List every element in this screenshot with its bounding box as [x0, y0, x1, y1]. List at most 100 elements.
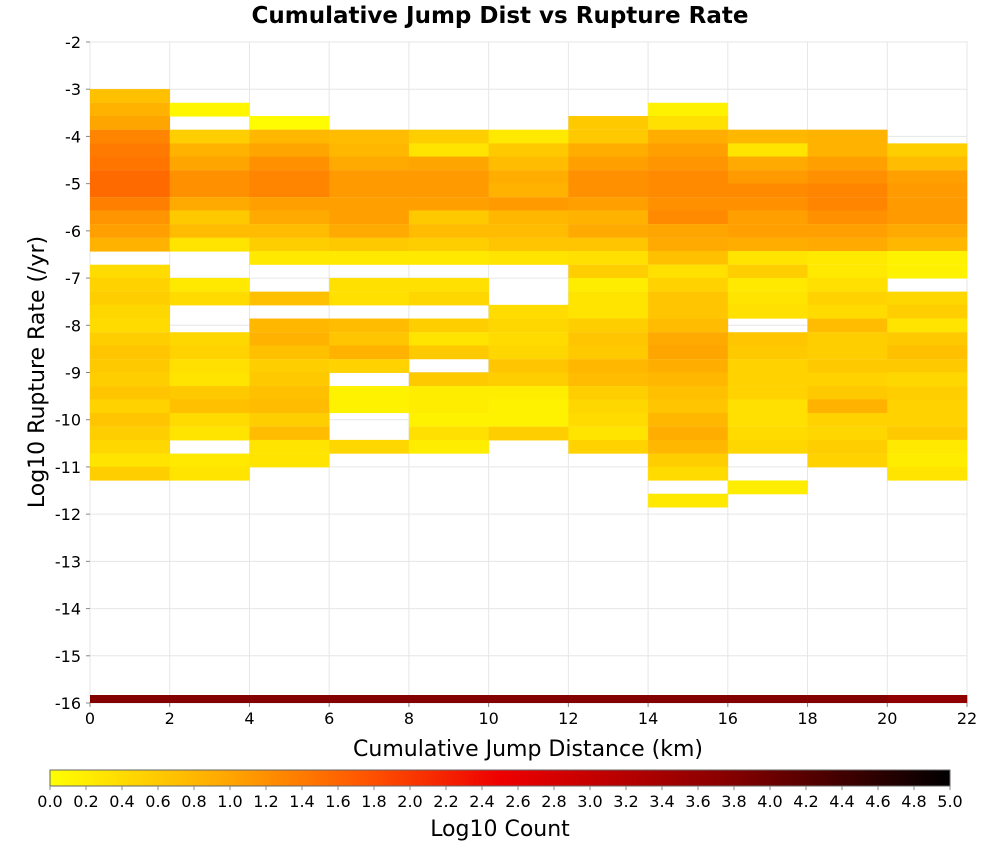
- heatmap-cell: [648, 210, 729, 225]
- heatmap-cell: [488, 237, 569, 252]
- heatmap-cell: [408, 224, 489, 238]
- heatmap-cell: [887, 359, 968, 373]
- heatmap-cell: [568, 210, 649, 225]
- heatmap-cell: [249, 332, 330, 347]
- heatmap-cell: [727, 143, 808, 158]
- heatmap-cell: [408, 372, 489, 387]
- heatmap-cell: [807, 170, 888, 185]
- heatmap-cell: [648, 170, 729, 185]
- heatmap-cell: [488, 412, 569, 427]
- colorbar-tick-label: 5.0: [937, 792, 962, 811]
- heatmap-cell: [568, 439, 649, 454]
- heatmap-cell: [887, 224, 968, 238]
- heatmap-cell: [90, 183, 171, 198]
- heatmap-cell: [727, 277, 808, 292]
- x-tick-label: 22: [957, 709, 977, 728]
- heatmap-cell: [807, 695, 888, 703]
- heatmap-cell: [568, 386, 649, 400]
- heatmap-cell: [169, 170, 250, 185]
- heatmap-cell: [648, 115, 729, 130]
- colorbar-tick-label: 4.6: [865, 792, 890, 811]
- heatmap-cell: [887, 170, 968, 185]
- heatmap-cell: [648, 237, 729, 252]
- y-tick-label: -4: [65, 127, 81, 146]
- heatmap-cell: [648, 695, 729, 703]
- heatmap-cell: [408, 210, 489, 225]
- colorbar: [49, 769, 951, 787]
- heatmap-cell: [408, 399, 489, 414]
- colorbar-tick-label: 1.0: [217, 792, 242, 811]
- heatmap-cell: [90, 291, 171, 306]
- heatmap-cell: [568, 412, 649, 427]
- heatmap-cell: [488, 426, 569, 441]
- colorbar-tick-label: 4.8: [901, 792, 926, 811]
- heatmap-cell: [727, 304, 808, 319]
- heatmap-cell: [488, 332, 569, 347]
- heatmap-cell: [568, 277, 649, 292]
- heatmap-cell: [169, 426, 250, 441]
- heatmap-cell: [727, 372, 808, 387]
- y-tick-label: -9: [65, 364, 81, 383]
- heatmap-cell: [249, 318, 330, 333]
- heatmap-cell: [90, 372, 171, 387]
- heatmap-cell: [887, 251, 968, 265]
- heatmap-cell: [329, 399, 410, 414]
- heatmap-cell: [169, 210, 250, 225]
- heatmap-cell: [249, 183, 330, 198]
- heatmap-cell: [249, 251, 330, 265]
- heatmap-cell: [329, 251, 410, 265]
- heatmap-cell: [887, 332, 968, 347]
- y-axis-label: Log10 Rupture Rate (/yr): [25, 236, 50, 508]
- heatmap-cell: [249, 170, 330, 185]
- heatmap-cell: [727, 399, 808, 414]
- heatmap-cell: [648, 102, 729, 117]
- heatmap-cell: [90, 115, 171, 130]
- heatmap-cell: [90, 453, 171, 468]
- heatmap-cell: [807, 197, 888, 211]
- y-tick-label: -8: [65, 316, 81, 335]
- heatmap-cell: [90, 210, 171, 225]
- heatmap-cell: [169, 345, 250, 360]
- heatmap-cell: [90, 386, 171, 400]
- heatmap-cell: [648, 277, 729, 292]
- heatmap-cell: [807, 426, 888, 441]
- colorbar-tick-label: 0.2: [73, 792, 98, 811]
- heatmap-cell: [249, 453, 330, 468]
- heatmap-cell: [807, 156, 888, 171]
- heatmap-cell: [727, 480, 808, 495]
- heatmap-cell: [807, 372, 888, 387]
- heatmap-cell: [887, 695, 968, 703]
- heatmap-cell: [90, 345, 171, 360]
- heatmap-cell: [807, 304, 888, 319]
- heatmap-cell: [488, 224, 569, 238]
- heatmap-cell: [408, 183, 489, 198]
- heatmap-cell: [249, 359, 330, 373]
- heatmap-cell: [648, 372, 729, 387]
- heatmap-cell: [408, 345, 489, 360]
- heatmap-cell: [887, 399, 968, 414]
- heatmap-cell: [648, 345, 729, 360]
- heatmap-cell: [169, 695, 250, 703]
- heatmap-cell: [648, 291, 729, 306]
- heatmap-cell: [648, 439, 729, 454]
- heatmap-cell: [169, 466, 250, 481]
- heatmap-cell: [249, 237, 330, 252]
- heatmap-cell: [488, 143, 569, 158]
- heatmap-cell: [568, 372, 649, 387]
- heatmap-cell: [887, 143, 968, 158]
- heatmap-cell: [648, 359, 729, 373]
- y-tick-label: -15: [55, 647, 81, 666]
- y-tick-label: -14: [55, 600, 81, 619]
- colorbar-ticks: 0.0 0.2 0.4 0.6 0.8 1.0 1.2 1.4 1.6 1.8 2.0 2.2 2.4 2…: [37, 786, 963, 811]
- colorbar-tick-label: 3.4: [649, 792, 674, 811]
- colorbar-tick-label: 1.6: [325, 792, 350, 811]
- heatmap-cell: [488, 210, 569, 225]
- heatmap-cell: [727, 426, 808, 441]
- heatmap-cell: [727, 359, 808, 373]
- heatmap-cell: [807, 237, 888, 252]
- heatmap-cell: [90, 156, 171, 171]
- heatmap-cell: [249, 345, 330, 360]
- heatmap-cell: [90, 170, 171, 185]
- x-tick-label: 4: [244, 709, 254, 728]
- heatmap-cell: [807, 399, 888, 414]
